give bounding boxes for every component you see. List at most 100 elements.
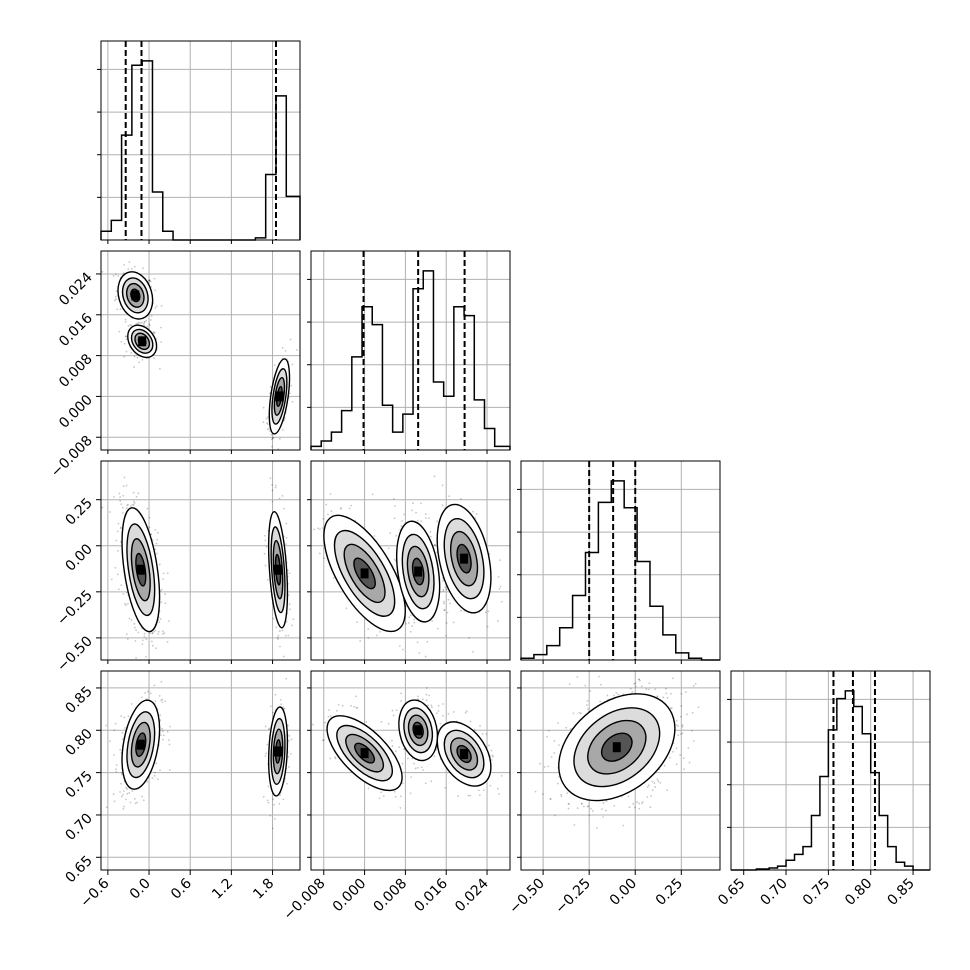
x-tick-label: 0.80 bbox=[842, 876, 875, 909]
sample-point bbox=[477, 789, 480, 792]
sample-point bbox=[367, 628, 370, 630]
sample-point bbox=[452, 621, 455, 624]
sample-point bbox=[617, 693, 620, 696]
sample-point bbox=[393, 517, 396, 520]
sample-point bbox=[134, 640, 137, 642]
sample-point bbox=[500, 774, 503, 777]
sample-point bbox=[341, 704, 344, 707]
sample-point bbox=[157, 531, 159, 534]
sample-point bbox=[437, 665, 439, 667]
sample-point bbox=[287, 594, 290, 596]
x-tick-label: 0.85 bbox=[885, 876, 918, 909]
sample-point bbox=[405, 605, 408, 608]
histogram-panel-p4 bbox=[727, 670, 931, 871]
sample-point bbox=[161, 730, 164, 733]
sample-point bbox=[468, 636, 471, 639]
sample-point bbox=[578, 711, 581, 714]
sample-point bbox=[413, 762, 415, 765]
sample-point bbox=[271, 500, 274, 503]
sample-point bbox=[115, 298, 117, 301]
sample-point bbox=[378, 797, 381, 800]
sample-point bbox=[339, 507, 342, 510]
sample-point bbox=[116, 573, 119, 576]
sample-point bbox=[680, 705, 683, 707]
sample-point bbox=[268, 727, 270, 730]
sample-point bbox=[131, 790, 134, 792]
sample-point bbox=[604, 809, 607, 812]
sample-point bbox=[148, 526, 151, 529]
sample-point bbox=[265, 417, 268, 420]
x-tick-label: 0.65 bbox=[715, 876, 748, 909]
sample-point bbox=[428, 694, 430, 697]
sample-point bbox=[599, 700, 602, 703]
sample-point bbox=[271, 483, 273, 486]
density-peak bbox=[275, 391, 284, 402]
histogram-p4 bbox=[731, 690, 930, 871]
sample-point bbox=[337, 703, 340, 706]
sample-point bbox=[416, 641, 419, 644]
sample-point bbox=[128, 261, 131, 264]
sample-point bbox=[125, 633, 128, 636]
sample-point bbox=[382, 795, 385, 798]
sample-point bbox=[120, 503, 123, 506]
y-tick-label: 0.85 bbox=[62, 683, 95, 716]
sample-point bbox=[272, 436, 275, 439]
sample-point bbox=[274, 693, 277, 696]
sample-point bbox=[602, 802, 605, 804]
sample-point bbox=[322, 557, 325, 560]
sample-point bbox=[392, 714, 395, 717]
sample-point bbox=[138, 361, 141, 364]
sample-point bbox=[628, 806, 631, 809]
sample-point bbox=[122, 808, 125, 810]
sample-point bbox=[677, 725, 680, 728]
sample-point bbox=[421, 698, 424, 701]
sample-point bbox=[155, 762, 158, 765]
sample-point bbox=[445, 622, 448, 624]
sample-point bbox=[160, 680, 163, 683]
sample-point bbox=[395, 750, 397, 753]
density-peak bbox=[274, 564, 283, 575]
x-tick-label: −0.25 bbox=[552, 876, 594, 918]
sample-point bbox=[149, 632, 151, 635]
sample-point bbox=[286, 569, 289, 571]
sample-point bbox=[136, 322, 138, 325]
panel-frame bbox=[310, 670, 511, 871]
sample-point bbox=[121, 506, 124, 509]
sample-point bbox=[152, 331, 155, 333]
sample-point bbox=[109, 511, 111, 513]
sample-point bbox=[399, 795, 402, 798]
sample-point bbox=[597, 675, 600, 678]
sample-point bbox=[120, 782, 122, 785]
sample-point bbox=[474, 517, 477, 519]
sample-point bbox=[291, 624, 293, 627]
scatter-panel-p2-p3 bbox=[310, 460, 511, 667]
sample-point bbox=[431, 620, 434, 622]
sample-point bbox=[464, 711, 467, 714]
sample-point bbox=[264, 725, 267, 728]
sample-point bbox=[269, 477, 272, 480]
sample-point bbox=[452, 710, 455, 713]
sample-point bbox=[135, 629, 138, 631]
y-tick-label: −0.25 bbox=[54, 587, 96, 629]
sample-point bbox=[116, 308, 119, 311]
sample-point bbox=[568, 803, 571, 806]
sample-point bbox=[680, 692, 683, 695]
sample-point bbox=[120, 584, 123, 587]
sample-point bbox=[484, 611, 487, 614]
sample-point bbox=[330, 510, 333, 513]
sample-point bbox=[265, 752, 268, 755]
sample-point bbox=[286, 782, 288, 785]
sample-point bbox=[394, 795, 397, 798]
sample-point bbox=[149, 319, 152, 321]
sample-point bbox=[150, 640, 153, 643]
panel-frame bbox=[730, 670, 931, 871]
sample-point bbox=[266, 423, 269, 426]
sample-point bbox=[472, 510, 474, 513]
y-tick-label: 0.024 bbox=[56, 269, 96, 309]
panel-frame bbox=[100, 40, 301, 241]
sample-point bbox=[135, 495, 138, 498]
sample-point bbox=[401, 648, 404, 651]
sample-point bbox=[416, 519, 419, 522]
sample-point bbox=[403, 513, 405, 516]
sample-point bbox=[133, 355, 136, 358]
